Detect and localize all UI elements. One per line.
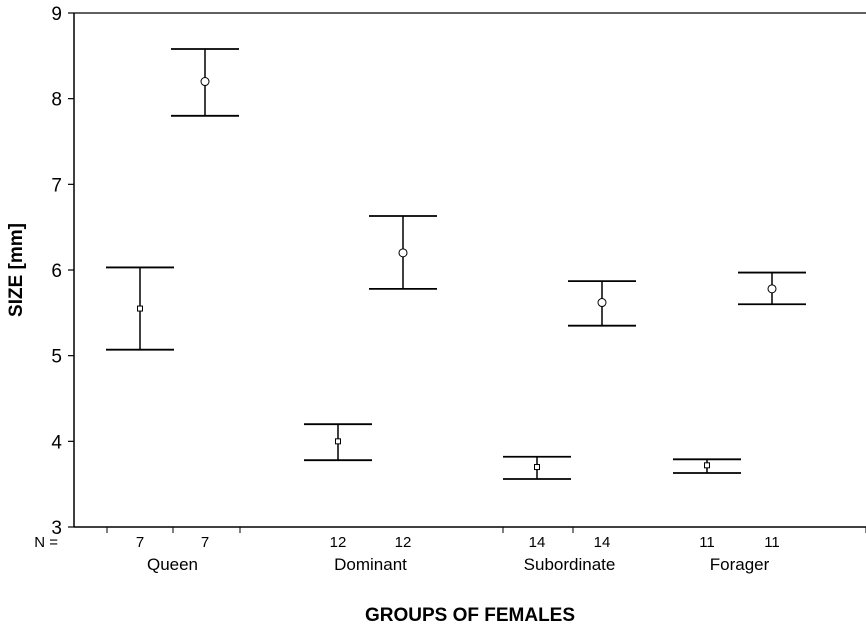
y-tick-label-1: 4 (51, 432, 62, 453)
group-label-forager: Forager (710, 555, 770, 574)
mean-marker-0-0 (137, 305, 143, 312)
x-axis-label: GROUPS OF FEMALES (365, 605, 575, 626)
n-label-3-0: 11 (699, 534, 715, 551)
mean-marker-3-1 (767, 284, 777, 294)
n-label-1-1: 12 (395, 534, 412, 551)
mean-marker-3-0 (704, 462, 710, 469)
y-tick-label-0: 3 (51, 518, 62, 539)
n-label-2-0: 14 (529, 534, 546, 551)
group-label-queen: Queen (147, 555, 198, 574)
n-label-3-1: 11 (764, 534, 780, 551)
n-label-0-0: 7 (136, 534, 144, 551)
y-axis-label: SIZE [mm] (6, 223, 27, 317)
y-tick-label-6: 9 (51, 4, 62, 25)
n-label-2-1: 14 (594, 534, 611, 551)
y-tick-label-2: 5 (51, 347, 62, 368)
axes (73, 12, 866, 528)
mean-marker-1-1 (398, 248, 408, 258)
group-label-subordinate: Subordinate (524, 555, 616, 574)
mean-marker-2-1 (597, 298, 607, 308)
y-tick-label-4: 7 (51, 175, 62, 196)
y-ticks: 3 4 5 6 7 8 9 (51, 4, 74, 539)
mean-marker-1-0 (335, 438, 341, 445)
group-label-dominant: Dominant (334, 555, 407, 574)
error-bars (106, 48, 806, 480)
n-label-1-0: 12 (330, 534, 347, 551)
mean-marker-2-0 (534, 464, 540, 471)
n-label-0-1: 7 (201, 534, 209, 551)
n-prefix-label: N = (34, 534, 58, 551)
y-tick-label-5: 8 (51, 90, 62, 111)
y-tick-label-3: 6 (51, 261, 62, 282)
mean-marker-0-1 (200, 77, 210, 87)
